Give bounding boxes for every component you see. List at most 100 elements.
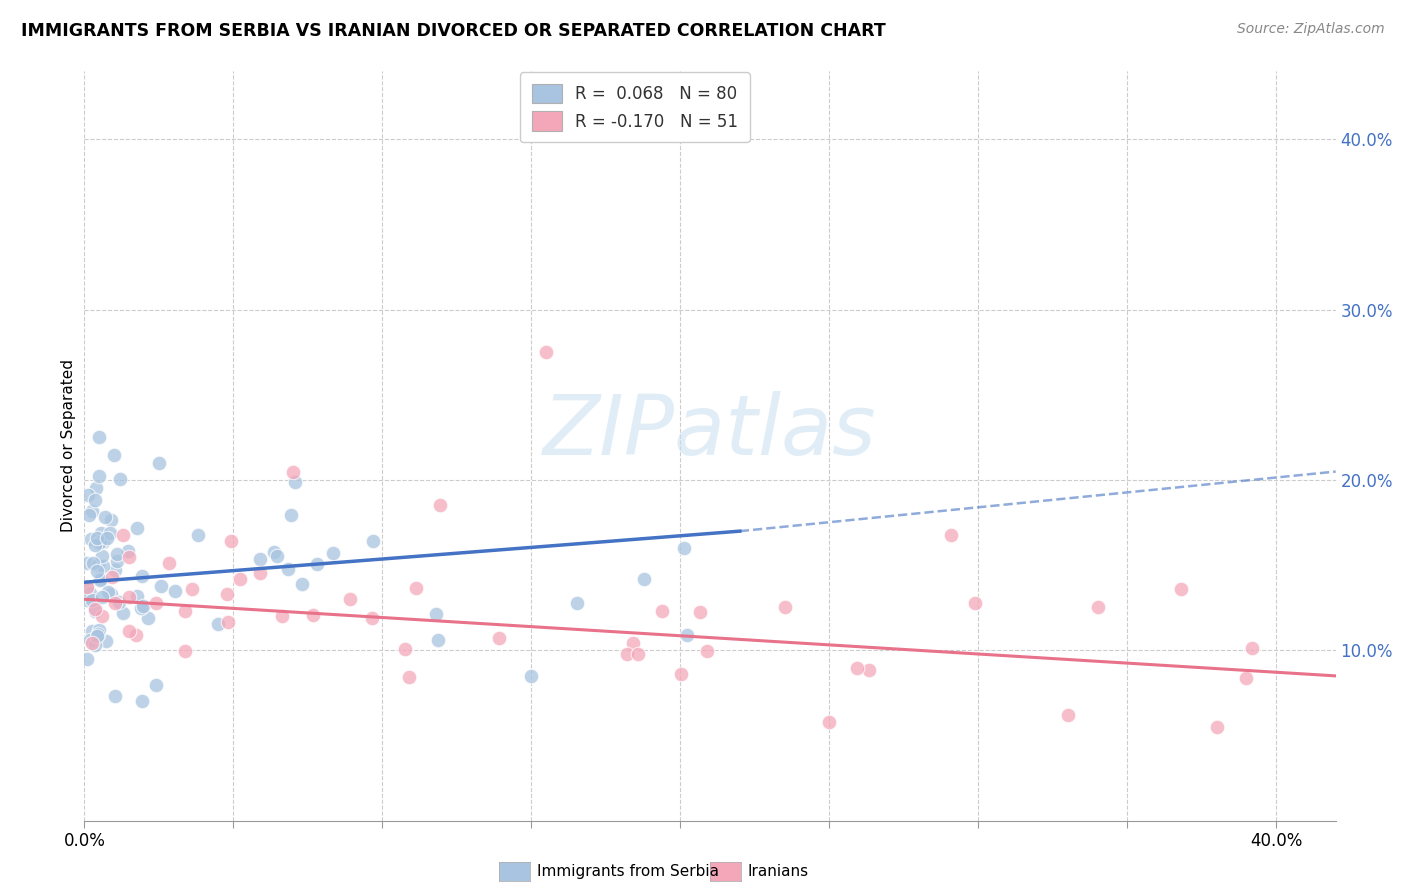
Point (112, 606, 135, 620)
Point (266, 549, 288, 564)
Point (180, 582, 202, 596)
Point (845, 661, 868, 675)
Text: IMMIGRANTS FROM SERBIA VS IRANIAN DIVORCED OR SEPARATED CORRELATION CHART: IMMIGRANTS FROM SERBIA VS IRANIAN DIVORC… (21, 22, 886, 40)
Point (249, 552, 271, 566)
Point (263, 545, 285, 559)
Point (405, 581, 427, 595)
Point (83, 638, 105, 652)
Point (361, 611, 384, 625)
Legend: R =  0.068   N = 80, R = -0.170   N = 51: R = 0.068 N = 80, R = -0.170 N = 51 (520, 72, 749, 143)
Point (111, 527, 134, 541)
Point (229, 572, 252, 586)
Point (339, 592, 361, 607)
Point (76, 652, 98, 666)
Point (627, 647, 650, 661)
Y-axis label: Divorced or Separated: Divorced or Separated (60, 359, 76, 533)
Point (125, 589, 148, 603)
Point (96, 634, 118, 648)
Point (91, 559, 114, 574)
Point (394, 642, 416, 657)
Point (858, 663, 880, 677)
Point (96, 531, 118, 545)
Point (91, 534, 114, 549)
Point (217, 587, 239, 601)
Point (110, 472, 132, 486)
Point (565, 596, 588, 610)
Point (82, 557, 104, 571)
Point (105, 547, 128, 561)
Point (76, 593, 98, 607)
Point (91, 549, 114, 563)
Point (207, 617, 229, 632)
Point (90, 525, 112, 540)
Point (689, 605, 711, 619)
Point (101, 569, 124, 583)
Point (100, 587, 122, 601)
Point (1170, 582, 1192, 597)
Point (131, 569, 153, 583)
Point (84, 538, 107, 552)
Point (651, 604, 673, 618)
Point (98, 526, 121, 541)
Point (217, 615, 239, 630)
Point (291, 577, 314, 591)
Point (361, 533, 384, 548)
Point (671, 667, 693, 681)
Point (149, 579, 172, 593)
Point (125, 521, 148, 535)
Point (675, 628, 697, 642)
Point (89, 534, 111, 549)
Point (145, 596, 167, 610)
Point (173, 644, 195, 658)
Point (173, 604, 195, 618)
Point (100, 514, 122, 528)
Point (87, 624, 110, 638)
Point (104, 689, 127, 703)
Point (280, 508, 302, 522)
Point (118, 550, 141, 565)
Point (616, 647, 638, 661)
Point (107, 554, 129, 568)
Point (89, 535, 111, 549)
Point (425, 607, 447, 621)
Point (80, 504, 103, 518)
Point (398, 669, 420, 683)
Point (136, 610, 159, 624)
Point (281, 465, 304, 479)
Point (93, 509, 115, 524)
Point (84, 604, 107, 618)
Point (80, 592, 103, 607)
Point (322, 546, 344, 560)
Point (148, 456, 170, 470)
Point (129, 601, 152, 615)
Point (219, 534, 242, 549)
Point (1234, 671, 1257, 685)
Point (132, 599, 155, 613)
Point (427, 632, 450, 647)
Point (621, 636, 644, 650)
Point (696, 644, 718, 658)
Point (86, 564, 108, 578)
Point (963, 596, 986, 610)
Point (89, 573, 111, 587)
Point (672, 541, 695, 555)
Point (84, 493, 107, 508)
Point (86, 627, 108, 641)
Point (249, 566, 271, 580)
Point (1240, 641, 1263, 656)
Point (104, 597, 127, 611)
Point (277, 562, 299, 576)
Point (941, 528, 963, 542)
Point (157, 556, 180, 570)
Point (818, 714, 841, 729)
Point (87, 468, 110, 483)
Point (82, 624, 104, 639)
Point (77, 508, 100, 522)
Point (76, 556, 98, 570)
Point (89, 430, 111, 444)
Point (87, 625, 110, 640)
Point (307, 557, 329, 571)
Point (1087, 600, 1109, 615)
Point (534, 345, 557, 359)
Point (284, 475, 307, 489)
